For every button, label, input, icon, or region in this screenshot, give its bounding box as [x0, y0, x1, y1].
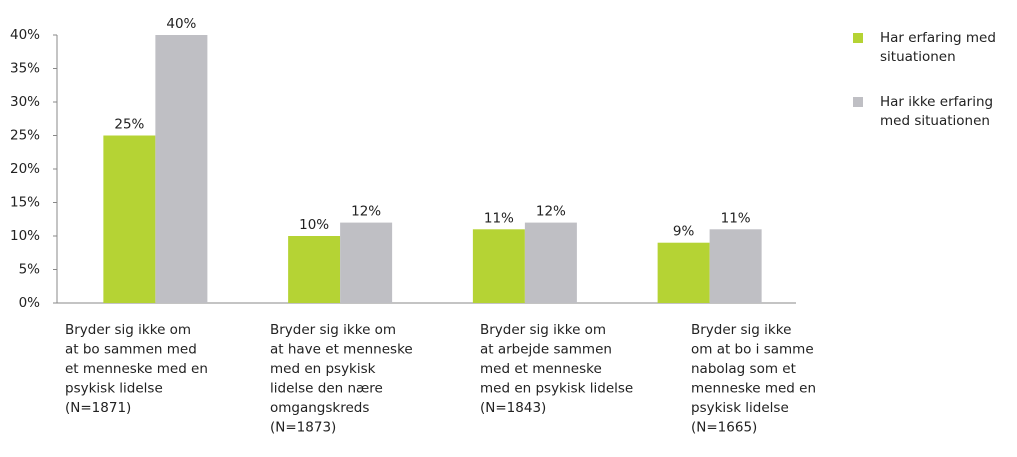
- x-tick-label: Bryder sig ikke: [691, 322, 791, 338]
- x-tick-label: Bryder sig ikke om: [65, 322, 191, 338]
- legend-swatch: [853, 33, 863, 43]
- bar: [524, 222, 577, 303]
- y-tick-label: 10%: [10, 228, 40, 244]
- y-tick-label: 25%: [10, 128, 40, 144]
- x-tick-label: med en psykisk lidelse: [480, 381, 633, 397]
- value-label: 11%: [721, 210, 751, 226]
- value-label: 12%: [351, 204, 381, 220]
- y-tick-label: 30%: [10, 94, 40, 110]
- bar: [657, 242, 710, 303]
- x-tick-label: (N=1665): [691, 420, 757, 436]
- value-label: 25%: [114, 117, 144, 133]
- bar: [155, 35, 208, 303]
- legend-swatch: [853, 97, 863, 107]
- value-label: 11%: [484, 210, 514, 226]
- x-tick-label: at have et menneske: [270, 342, 413, 358]
- x-tick-label: at arbejde sammen: [480, 342, 612, 358]
- bar: [709, 229, 762, 303]
- x-tick-label: med en psykisk: [270, 361, 376, 377]
- y-tick-label: 40%: [10, 27, 40, 43]
- value-label: 12%: [536, 204, 566, 220]
- legend-label: med situationen: [880, 113, 990, 129]
- value-label: 10%: [299, 217, 329, 233]
- legend-label: Har erfaring med: [880, 30, 996, 46]
- bar: [472, 229, 525, 303]
- x-tick-label: Bryder sig ikke om: [480, 322, 606, 338]
- y-tick-label: 15%: [10, 195, 40, 211]
- x-tick-label: nabolag som et: [691, 361, 796, 377]
- value-label: 9%: [673, 224, 695, 240]
- x-tick-label: med et menneske: [480, 361, 602, 377]
- value-label: 40%: [166, 16, 196, 32]
- bar: [103, 135, 156, 303]
- x-tick-label: omgangskreds: [270, 400, 369, 416]
- x-tick-label: (N=1871): [65, 400, 131, 416]
- bar: [340, 222, 393, 303]
- y-tick-label: 35%: [10, 61, 40, 77]
- y-tick-label: 5%: [19, 262, 41, 278]
- x-tick-label: et menneske med en: [65, 361, 208, 377]
- x-tick-label: menneske med en: [691, 381, 816, 397]
- x-tick-label: (N=1873): [270, 420, 336, 436]
- y-tick-label: 0%: [19, 295, 41, 311]
- legend-label: Har ikke erfaring: [880, 94, 993, 110]
- x-tick-label: psykisk lidelse: [65, 381, 163, 397]
- y-tick-label: 20%: [10, 161, 40, 177]
- x-tick-label: Bryder sig ikke om: [270, 322, 396, 338]
- legend-label: situationen: [880, 49, 956, 65]
- x-tick-label: (N=1843): [480, 400, 546, 416]
- bar: [288, 236, 341, 303]
- x-tick-label: psykisk lidelse: [691, 400, 789, 416]
- x-tick-label: om at bo i samme: [691, 342, 814, 358]
- x-tick-label: lidelse den nære: [270, 381, 383, 397]
- x-tick-label: at bo sammen med: [65, 342, 197, 358]
